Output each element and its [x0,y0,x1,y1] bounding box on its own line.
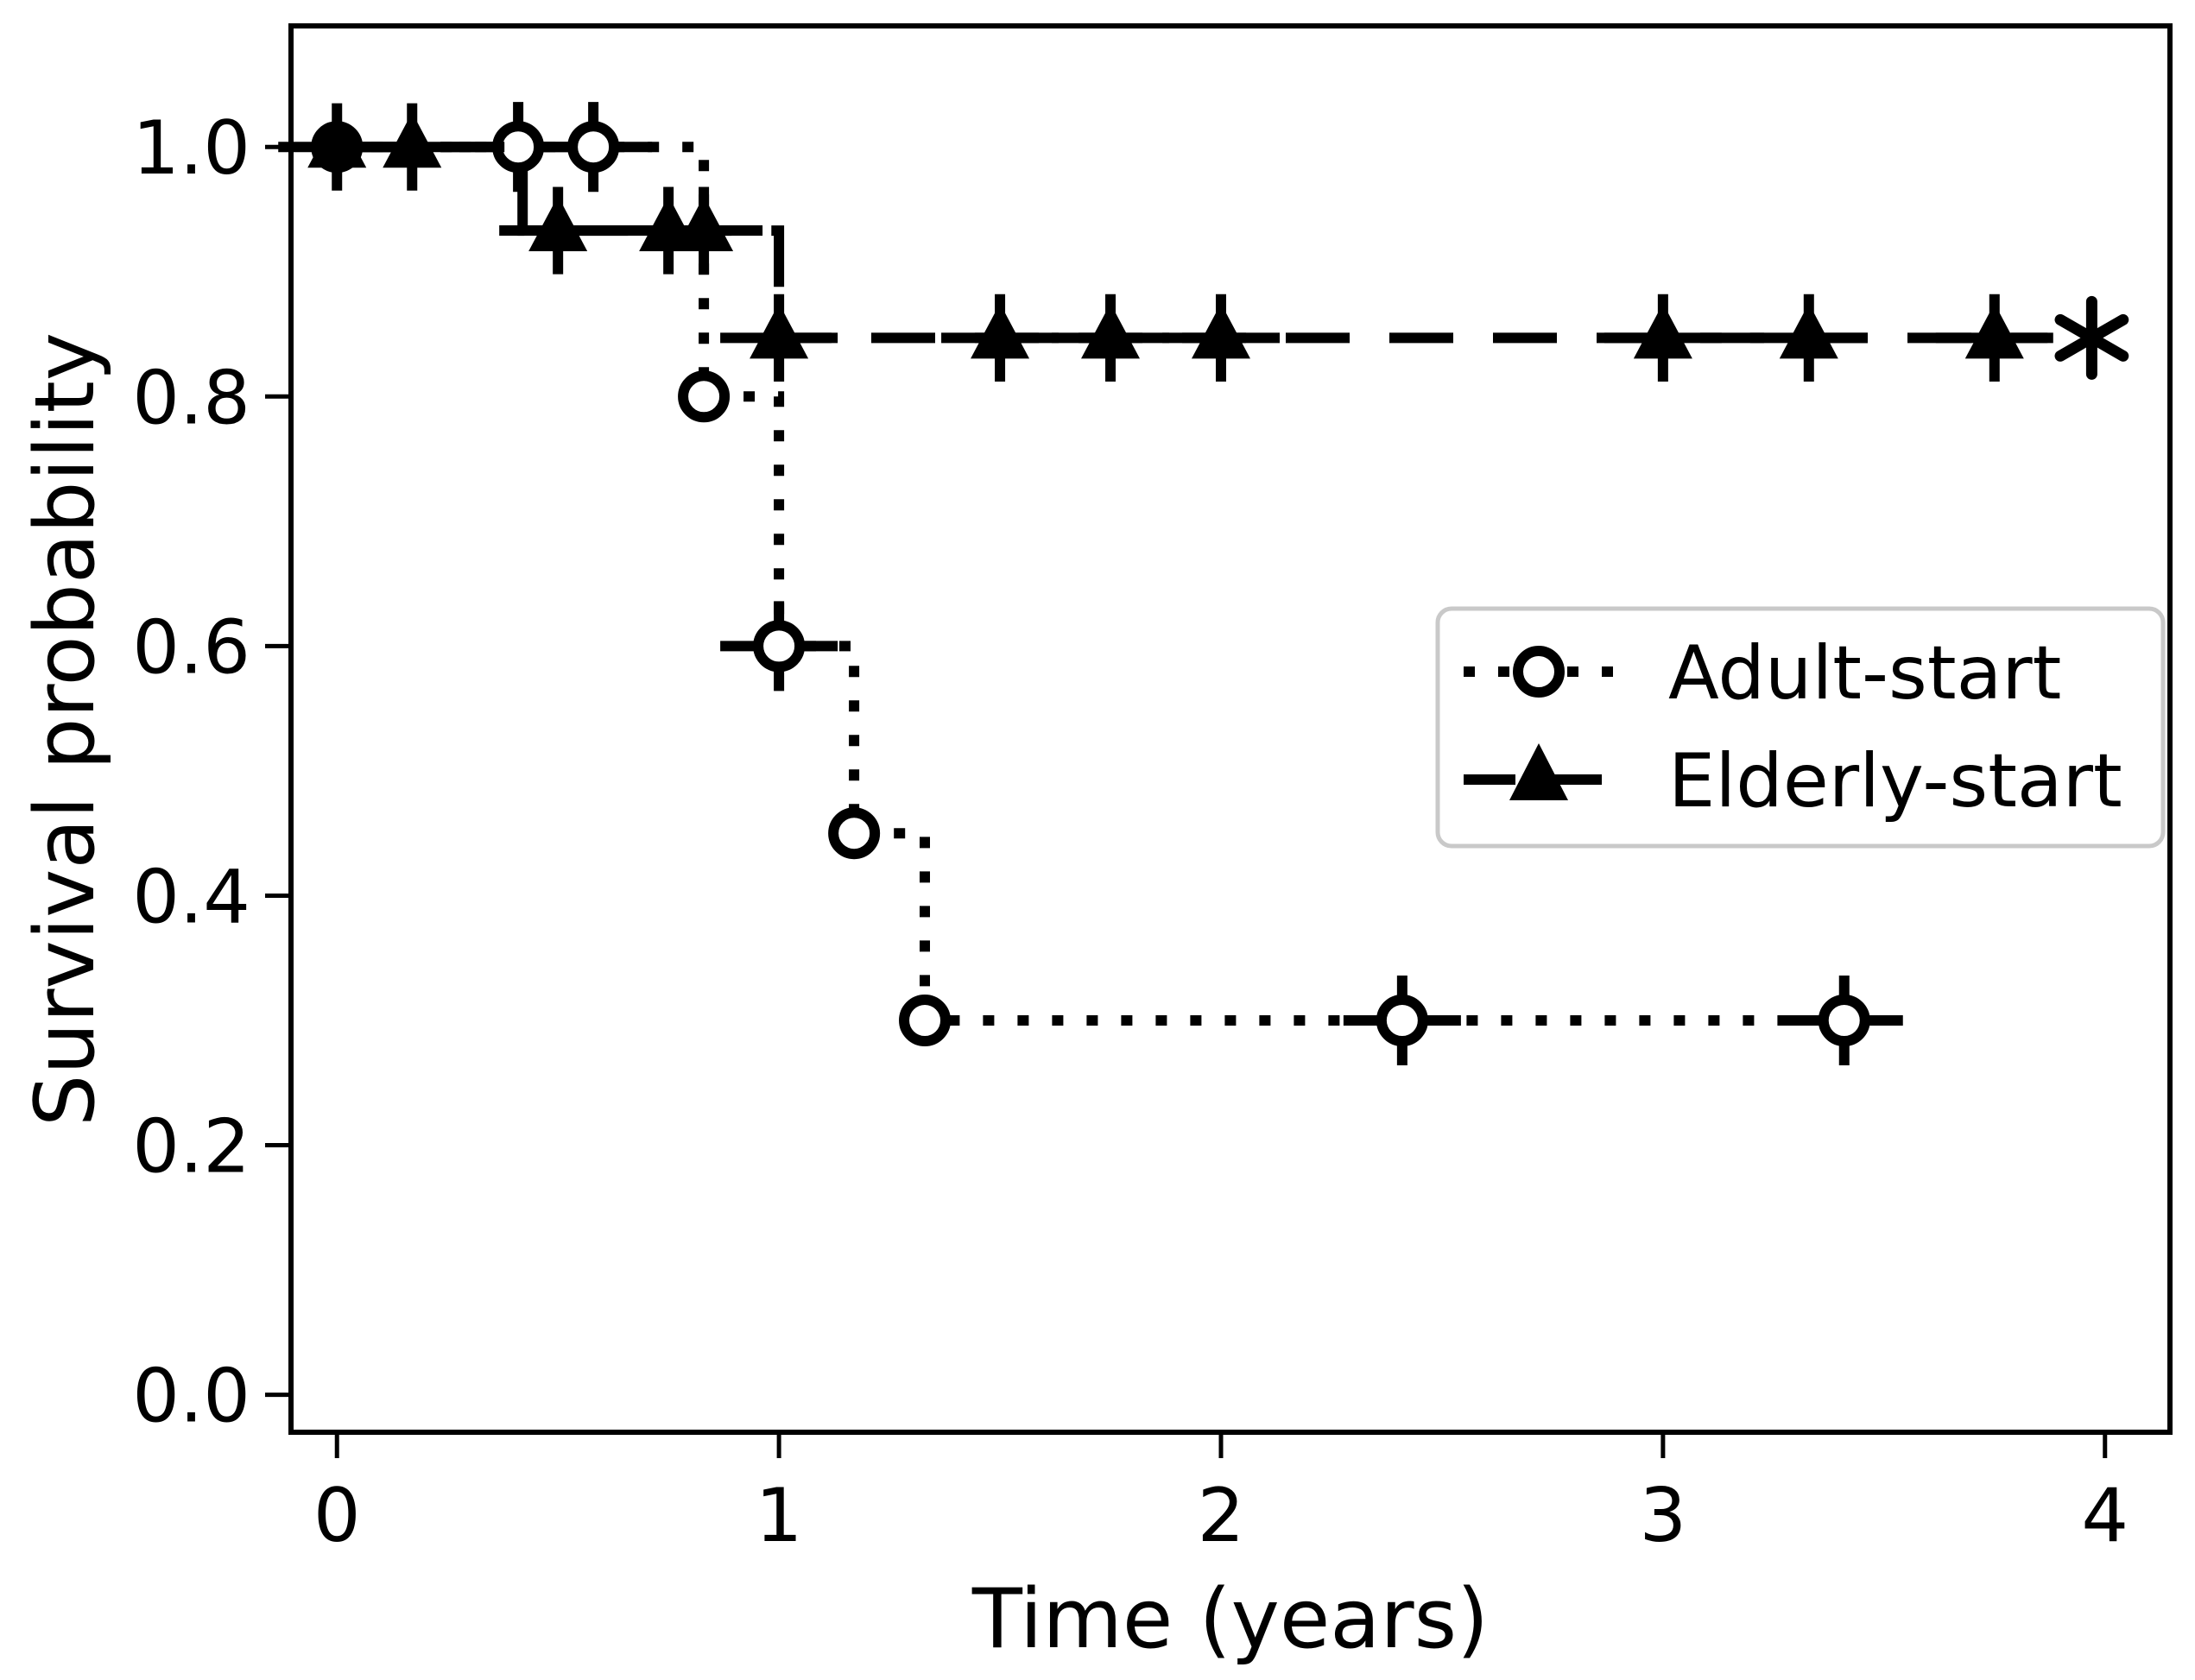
y-axis-label: Survival probability [18,332,113,1127]
adult-start-marker [899,995,952,1047]
y-axis-tick-label: 0.4 [132,854,250,940]
y-axis-tick-label: 0.8 [132,355,250,441]
y-axis-tick-label: 1.0 [132,105,250,192]
adult-start-marker [1818,995,1870,1047]
adult-start-marker [753,620,806,673]
y-axis-tick-label: 0.6 [132,604,250,691]
x-axis-tick-label: 3 [1640,1473,1687,1559]
plot-layer: 0 1 2 3 4 0.0 0.2 0.4 0.6 0.8 1.0 [132,23,2173,1559]
legend-box [1435,606,2166,849]
elderly-start-marker [674,196,734,252]
legend-label-elderly-start: Elderly-start [1668,738,2122,824]
x-axis-tick-label: 2 [1198,1473,1245,1559]
legend: Adult-start Elderly-start [1435,606,2166,849]
adult-start-marker [567,121,620,174]
elderly-start-marker [1191,303,1250,359]
adult-start-marker [678,370,731,423]
elderly-start-marker [1964,303,2024,359]
elderly-start-marker [1633,303,1692,359]
x-axis-tick-label: 0 [313,1473,361,1559]
axes-spines [288,23,2173,1435]
filled-triangle-marker-icon [1509,743,1568,800]
open-circle-marker-icon [1513,646,1565,698]
x-axis-tick-label: 1 [756,1473,803,1559]
elderly-start-marker [750,303,809,359]
y-axis-tick-label: 0.0 [132,1354,250,1440]
adult-start-step-line [337,142,1894,1026]
significance-asterisk [2054,295,2129,380]
adult-start-marker [828,807,881,860]
elderly-start-marker [528,196,588,252]
elderly-start-marker [383,112,442,168]
elderly-start-marker [307,112,367,168]
elderly-start-marker [1081,303,1141,359]
legend-label-adult-start: Adult-start [1668,630,2061,717]
y-axis-tick-label: 0.2 [132,1104,250,1191]
elderly-start-marker [1779,303,1838,359]
x-axis-label: Time (years) [971,1572,1489,1667]
asterisk-ray [2054,313,2129,362]
adult-start-marker [1376,995,1428,1047]
legend-entry-elderly-start: Elderly-start [1464,738,2122,824]
legend-entry-adult-start: Adult-start [1464,630,2061,717]
elderly-start-marker [971,303,1030,359]
x-axis-tick-label: 4 [2081,1473,2129,1559]
